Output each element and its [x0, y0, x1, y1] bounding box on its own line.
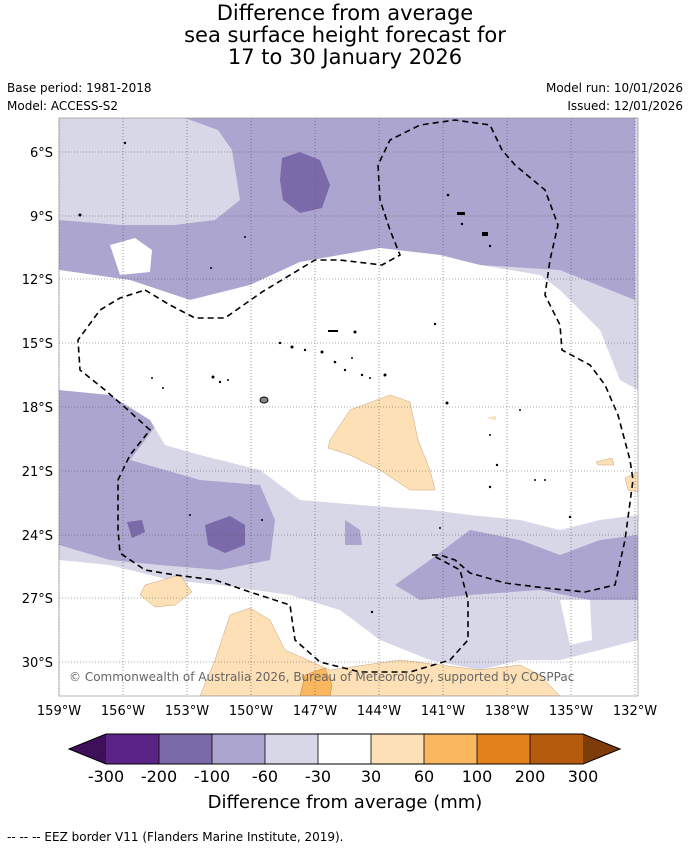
positive-anomaly-dot — [486, 416, 496, 420]
meta-right: Model run: 10/01/2026 Issued: 12/01/2026 — [546, 79, 683, 115]
plot-frame — [58, 117, 639, 697]
neutral-region-islands — [110, 238, 152, 275]
anomaly-core-central — [205, 516, 245, 553]
colorbar-tick-60: 60 — [414, 767, 434, 786]
lon-label-147w: 147°W — [293, 704, 337, 719]
colorbar-tick-30: 30 — [361, 767, 381, 786]
colorbar-segment-7 — [424, 734, 477, 764]
colorbar-extend-low — [69, 734, 106, 764]
lon-label-132w: 132°W — [613, 704, 657, 719]
lat-label-21s: 21°S — [22, 465, 53, 480]
model-run: Model run: 10/01/2026 — [545, 81, 683, 95]
eez-border-west — [77, 119, 634, 673]
meta-left: Base period: 1981-2018 Model: ACCESS-S2 — [7, 79, 152, 115]
colorbar-segment-3 — [212, 734, 265, 764]
colorbar-tick-minus60: -60 — [252, 767, 278, 786]
eez-footnote: -- -- -- EEZ border V11 (Flanders Marine… — [7, 830, 344, 844]
positive-anomaly-east — [595, 457, 615, 466]
colorbar-segment-1 — [106, 734, 159, 764]
colorbar-tick-minus30: -30 — [305, 767, 331, 786]
lat-label-6s: 6°S — [30, 146, 53, 161]
lon-label-159w: 159°W — [37, 704, 81, 719]
colorbar-segment-8 — [477, 734, 530, 764]
lat-label-27s: 27°S — [22, 592, 53, 607]
lon-label-153w: 153°W — [165, 704, 209, 719]
positive-anomaly-strong — [299, 667, 333, 696]
neutral-region-main — [59, 248, 638, 530]
colorbar-segment-6 — [371, 734, 424, 764]
lon-label-144w: 144°W — [357, 704, 401, 719]
title-line-1: Difference from average — [216, 1, 474, 25]
colorbar-tick-300: 300 — [568, 767, 599, 786]
model-name: Model: ACCESS-S2 — [7, 99, 119, 113]
colorbar-tick-minus200: -200 — [141, 767, 177, 786]
lat-label-9s: 9°S — [30, 210, 53, 225]
colorbar-tick-100: 100 — [462, 767, 493, 786]
latitude-labels: 6°S 9°S 12°S 15°S 18°S 21°S 24°S 27°S 30… — [22, 146, 53, 671]
lat-label-12s: 12°S — [22, 273, 53, 288]
colorbar-tick-minus100: -100 — [194, 767, 230, 786]
lon-label-150w: 150°W — [229, 704, 273, 719]
colorbar-tick-200: 200 — [515, 767, 546, 786]
anomaly-band-small — [345, 520, 362, 545]
lat-label-18s: 18°S — [22, 401, 53, 416]
base-period: Base period: 1981-2018 — [7, 81, 152, 95]
lon-label-138w: 138°W — [485, 704, 529, 719]
neutral-region-east — [560, 600, 592, 645]
chart-title: Difference from average sea surface heig… — [0, 2, 690, 68]
colorbar: -300 -200 -100 -60 -30 30 60 100 200 300 — [67, 733, 622, 786]
longitude-labels: 159°W 156°W 153°W 150°W 147°W 144°W 141°… — [37, 704, 657, 719]
anomaly-core-north — [280, 152, 330, 213]
colorbar-segment-5 — [318, 734, 371, 764]
anomaly-band-southeast — [395, 530, 638, 600]
title-line-2: sea surface height forecast for — [184, 23, 506, 47]
colorbar-segment-4 — [265, 734, 318, 764]
copyright-notice: © Commonwealth of Australia 2026, Bureau… — [69, 670, 574, 684]
colorbar-segment-2 — [159, 734, 212, 764]
lat-label-15s: 15°S — [22, 337, 53, 352]
anomaly-band-north — [59, 118, 635, 300]
positive-anomaly-south — [199, 607, 561, 696]
colorbar-tick-minus300: -300 — [88, 767, 124, 786]
issued-date: Issued: 12/01/2026 — [567, 99, 683, 113]
colorbar-segment-9 — [530, 734, 583, 764]
lon-label-141w: 141°W — [421, 704, 465, 719]
colorbar-label: Difference from average (mm) — [207, 792, 483, 813]
colorbar-extend-high — [583, 734, 620, 764]
lat-label-24s: 24°S — [22, 529, 53, 544]
anomaly-core-small — [127, 520, 145, 538]
positive-anomaly-center — [327, 394, 436, 491]
lon-label-156w: 156°W — [101, 704, 145, 719]
lat-label-30s: 30°S — [22, 656, 53, 671]
lon-label-135w: 135°W — [549, 704, 593, 719]
title-line-3: 17 to 30 January 2026 — [227, 45, 463, 69]
islands — [78, 141, 572, 614]
map-plot-area — [59, 118, 638, 696]
